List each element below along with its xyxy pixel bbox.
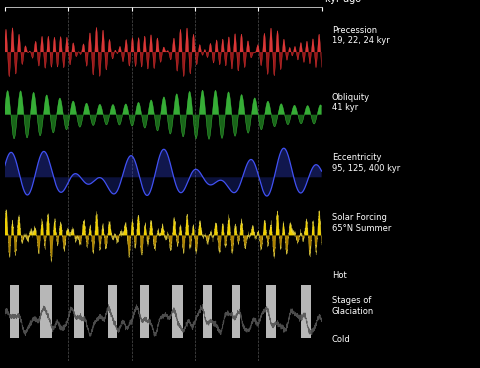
Text: Solar Forcing
65°N Summer: Solar Forcing 65°N Summer: [332, 213, 391, 233]
Text: Precession
19, 22, 24 kyr: Precession 19, 22, 24 kyr: [332, 26, 390, 45]
Text: kyr ago: kyr ago: [325, 0, 361, 4]
Text: Cold: Cold: [332, 335, 350, 344]
Text: Eccentricity
95, 125, 400 kyr: Eccentricity 95, 125, 400 kyr: [332, 153, 400, 173]
Text: Stages of
Glaciation: Stages of Glaciation: [332, 296, 374, 316]
Text: Obliquity
41 kyr: Obliquity 41 kyr: [332, 93, 370, 113]
Text: Hot: Hot: [332, 271, 347, 280]
